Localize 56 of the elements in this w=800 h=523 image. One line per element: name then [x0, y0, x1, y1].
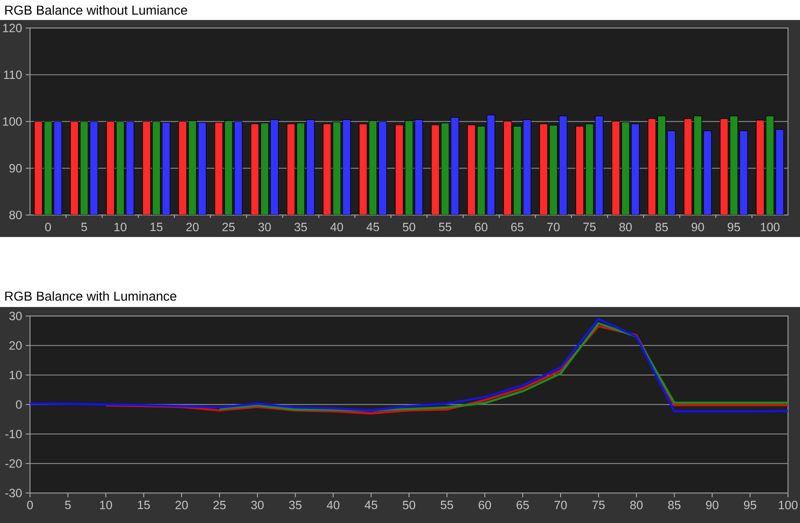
- x-tick-label: 35: [294, 222, 307, 232]
- y-tick-label: 90: [9, 164, 22, 172]
- x-tick-label: 60: [478, 500, 492, 510]
- x-tick-label: 85: [668, 500, 680, 510]
- y-tick-label: 10: [10, 370, 22, 380]
- x-tick-label: 45: [364, 500, 378, 510]
- x-tick-label: 0: [27, 500, 33, 510]
- x-tick-label: 15: [150, 222, 162, 232]
- x-tick-label: 25: [222, 222, 235, 232]
- x-tick-label: 55: [438, 222, 452, 232]
- x-tick-label: 30: [258, 222, 271, 232]
- y-tick-label: -10: [5, 430, 22, 438]
- y-tick-label: 20: [9, 341, 22, 350]
- y-tick-label: 30: [9, 312, 22, 320]
- x-tick-label: 35: [289, 500, 302, 510]
- x-tick-label: 100: [778, 500, 798, 510]
- x-tick-label: 30: [251, 500, 264, 510]
- x-tick-label: 60: [475, 222, 488, 232]
- x-tick-label: 100: [760, 222, 780, 232]
- x-tick-label: 45: [366, 222, 380, 232]
- x-tick-label: 50: [402, 500, 416, 510]
- x-tick-label: 75: [583, 222, 596, 232]
- y-tick-label: 0: [16, 400, 22, 409]
- x-tick-label: 0: [45, 222, 51, 232]
- x-tick-label: 90: [706, 500, 718, 510]
- chart-title: RGB Balance without Lumiance: [5, 5, 188, 15]
- x-tick-label: 15: [138, 500, 150, 510]
- x-tick-label: 65: [511, 222, 524, 232]
- x-tick-label: 70: [554, 500, 567, 510]
- y-tick-label: -20: [5, 459, 22, 468]
- y-tick-label: 80: [9, 210, 22, 220]
- x-tick-label: 65: [516, 500, 529, 510]
- x-tick-label: 80: [619, 222, 632, 232]
- x-tick-label: 20: [176, 500, 188, 510]
- x-tick-label: 70: [547, 222, 560, 232]
- x-tick-label: 20: [186, 222, 199, 232]
- y-tick-label: 100: [3, 117, 22, 126]
- x-tick-label: 40: [330, 222, 344, 232]
- x-tick-label: 40: [326, 500, 340, 510]
- y-tick-label: 110: [4, 70, 22, 79]
- x-tick-label: 25: [213, 500, 226, 510]
- y-tick-label: 120: [3, 24, 22, 32]
- chart-title: RGB Balance with Luminance: [5, 291, 176, 301]
- x-tick-label: 50: [402, 222, 416, 232]
- x-tick-label: 55: [440, 500, 454, 510]
- x-tick-label: 5: [81, 222, 87, 232]
- x-tick-label: 90: [692, 222, 704, 232]
- x-tick-label: 95: [728, 222, 740, 232]
- x-tick-label: 85: [656, 222, 668, 232]
- x-tick-label: 10: [100, 500, 112, 510]
- x-tick-label: 95: [744, 500, 756, 510]
- y-tick-label: -30: [5, 488, 22, 498]
- x-tick-label: 5: [65, 500, 71, 510]
- x-tick-label: 75: [592, 500, 605, 510]
- x-tick-label: 80: [630, 500, 643, 510]
- x-tick-label: 10: [114, 222, 126, 232]
